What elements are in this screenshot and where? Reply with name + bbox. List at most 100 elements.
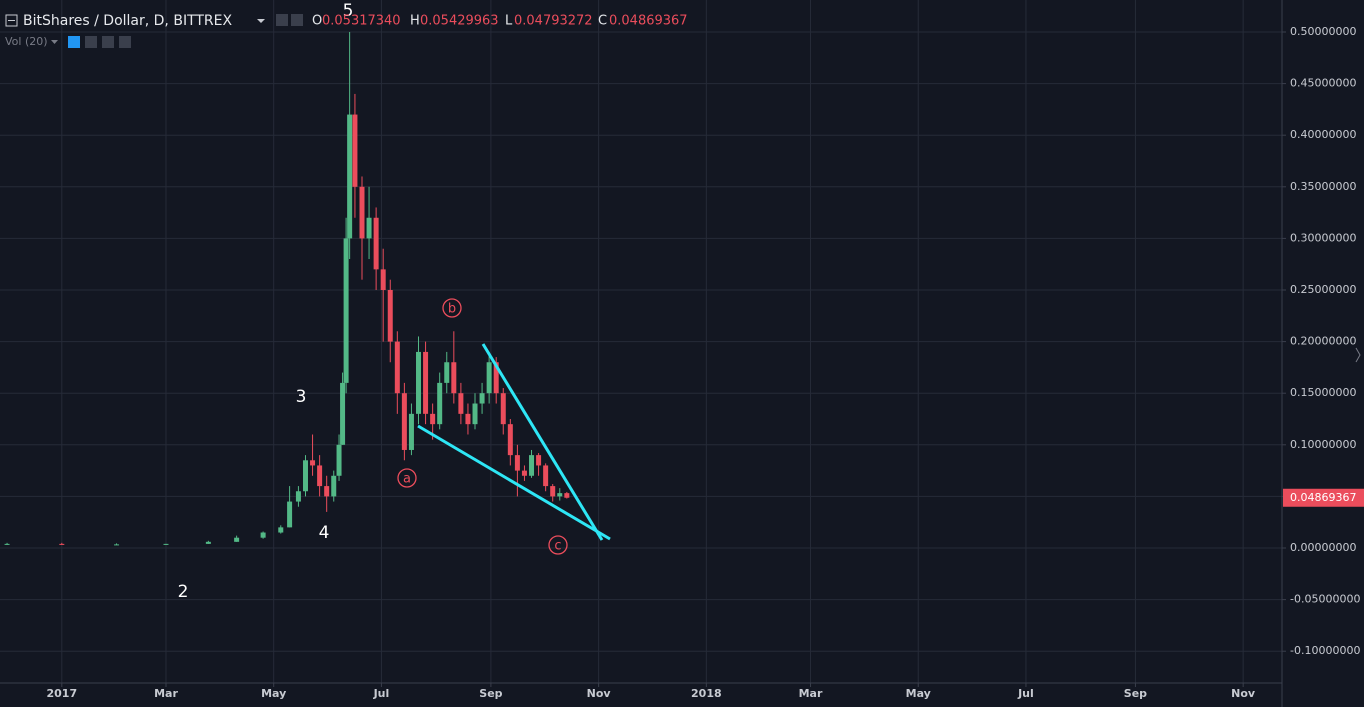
- candle-body: [347, 114, 353, 239]
- ohlc-value: 0.05317340: [322, 14, 401, 29]
- y-tick-label: -0.10000000: [1290, 644, 1360, 657]
- candle-body: [543, 465, 549, 487]
- candle-body: [451, 362, 457, 394]
- candle-body: [479, 393, 485, 404]
- ohlc-value: 0.04869367: [609, 14, 688, 29]
- wave-circle: [442, 298, 462, 318]
- volume-label[interactable]: Vol (20): [5, 35, 48, 48]
- candle-body: [336, 444, 342, 476]
- candle-body: [444, 362, 450, 383]
- wave-circle: [397, 468, 417, 488]
- candle-body: [507, 424, 513, 456]
- candle-body: [500, 393, 506, 425]
- candle-body: [324, 486, 330, 497]
- header-icon[interactable]: [85, 36, 97, 48]
- candle-body: [536, 455, 542, 466]
- candle-body: [205, 541, 211, 544]
- candle-body: [352, 114, 358, 187]
- candle-body: [359, 186, 365, 239]
- header-icon[interactable]: [102, 36, 114, 48]
- wave-circle: [548, 535, 568, 555]
- candle-body: [408, 413, 414, 450]
- wave-label: 3: [296, 387, 307, 407]
- x-tick-label: 2018: [691, 687, 722, 700]
- y-tick-label: 0.50000000: [1290, 25, 1356, 38]
- candle-body: [260, 532, 266, 538]
- x-tick-label: Nov: [1231, 687, 1256, 700]
- x-tick-label: Mar: [154, 687, 178, 700]
- candle-body: [472, 403, 478, 425]
- candle-body: [163, 543, 169, 545]
- candle-body: [366, 217, 372, 239]
- scroll-arrow[interactable]: [1355, 347, 1361, 363]
- candle-body: [557, 493, 563, 497]
- candle-body: [387, 290, 393, 342]
- candle-body: [423, 351, 429, 414]
- candle-body: [401, 393, 407, 450]
- header-icon[interactable]: [276, 14, 288, 26]
- candle-body: [430, 413, 436, 425]
- x-tick-label: Sep: [1124, 687, 1147, 700]
- y-tick-label: 0.10000000: [1290, 438, 1356, 451]
- ohlc-key: L: [505, 14, 513, 29]
- candle-body: [564, 493, 570, 498]
- header-icon[interactable]: [68, 36, 80, 48]
- candle-body: [343, 238, 349, 383]
- dropdown-arrow[interactable]: [257, 19, 265, 23]
- wave-label: a: [403, 472, 411, 487]
- candle-body: [4, 543, 10, 545]
- wave-label: 4: [319, 523, 330, 543]
- ohlc-key: C: [598, 14, 607, 29]
- wave-label: b: [448, 302, 456, 317]
- wave-label: c: [554, 539, 561, 554]
- candle-body: [394, 341, 400, 394]
- candle-body: [287, 501, 293, 528]
- candle-body: [529, 455, 535, 476]
- trend-line: [481, 343, 604, 541]
- y-tick-label: 0.15000000: [1290, 386, 1356, 399]
- x-tick-label: Jul: [373, 687, 390, 700]
- x-tick-label: Nov: [587, 687, 612, 700]
- y-tick-label: 0.00000000: [1290, 541, 1356, 554]
- candle-body: [234, 537, 240, 542]
- candle-body: [114, 544, 120, 546]
- candle-body: [59, 543, 65, 545]
- y-tick-label: -0.05000000: [1290, 593, 1360, 606]
- ohlc-key: H: [410, 14, 420, 29]
- collapse-icon[interactable]: [5, 14, 18, 27]
- ohlc-key: O: [312, 14, 322, 29]
- candle-body: [486, 362, 492, 394]
- candle-body: [302, 460, 308, 492]
- candle-body: [295, 491, 301, 502]
- candle-body: [493, 362, 499, 394]
- y-tick-label: 0.25000000: [1290, 283, 1356, 296]
- candle-body: [310, 460, 316, 466]
- wave-label: 2: [178, 582, 189, 602]
- ohlc-value: 0.05429963: [420, 14, 499, 29]
- axes: 0.50000000 0.45000000 0.40000000 0.35000000…: [46, 25, 1360, 700]
- header-icon[interactable]: [291, 14, 303, 26]
- x-tick-label: Jul: [1017, 687, 1034, 700]
- candle-body: [514, 455, 520, 471]
- wave-label: 5: [343, 1, 354, 21]
- candle-body: [317, 465, 323, 487]
- x-tick-label: May: [261, 687, 286, 700]
- candle-body: [550, 486, 556, 497]
- y-tick-label: 0.30000000: [1290, 231, 1356, 244]
- candle-body: [521, 470, 527, 476]
- y-tick-label: 0.20000000: [1290, 335, 1356, 348]
- x-tick-label: Mar: [799, 687, 823, 700]
- x-tick-label: Sep: [479, 687, 502, 700]
- candle-body: [465, 413, 471, 425]
- ohlc-value: 0.04793272: [514, 14, 593, 29]
- header-icon[interactable]: [119, 36, 131, 48]
- symbol-title[interactable]: BitShares / Dollar, D, BITTREX: [23, 13, 233, 29]
- y-tick-label: 0.45000000: [1290, 77, 1356, 90]
- candle-body: [340, 382, 346, 445]
- x-tick-label: 2017: [46, 687, 77, 700]
- candle-body: [380, 269, 386, 291]
- dropdown-arrow[interactable]: [51, 40, 58, 44]
- trend-line: [417, 424, 611, 541]
